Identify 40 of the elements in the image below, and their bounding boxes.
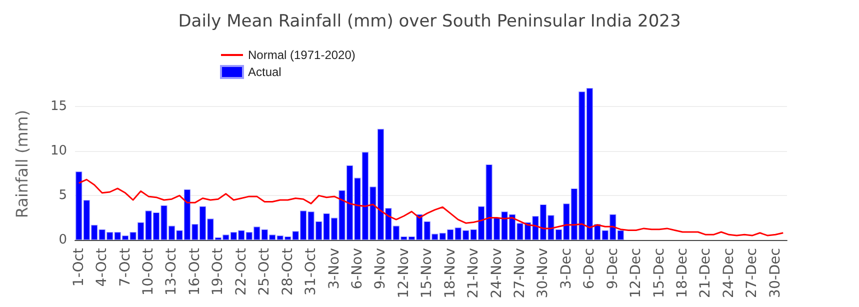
x-tick-label: 31-Oct — [303, 247, 320, 296]
x-tick-label: 25-Oct — [256, 247, 273, 296]
x-tick-label: 24-Dec — [720, 248, 737, 298]
chart-title: Daily Mean Rainfall (mm) over South Peninsular India 2023 — [178, 12, 681, 32]
x-tick-label: 9-Dec — [604, 248, 621, 290]
x-tick-label: 12-Nov — [396, 248, 412, 298]
x-tick-label: 18-Nov — [442, 248, 458, 298]
x-tick-label: 21-Dec — [698, 248, 714, 298]
x-tick-label: 22-Oct — [233, 247, 250, 296]
legend-label: Actual — [248, 65, 282, 79]
x-tick-label: 27-Nov — [512, 248, 528, 298]
x-tick-label: 30-Dec — [767, 248, 784, 298]
y-axis-title: Rainfall (mm) — [12, 110, 32, 218]
x-tick-label: 3-Dec — [558, 248, 574, 290]
legend-label: Normal (1971-2020) — [248, 48, 356, 62]
x-tick-label: 12-Dec — [628, 248, 644, 298]
x-tick-label: 13-Oct — [164, 247, 180, 296]
x-tick-label: 19-Oct — [210, 247, 226, 296]
x-tick-label: 24-Nov — [488, 248, 505, 298]
x-tick-label: 15-Nov — [419, 248, 436, 298]
line-series — [78, 178, 784, 236]
x-tick-label: 27-Dec — [744, 248, 760, 298]
x-tick-label: 3-Nov — [326, 248, 342, 290]
x-tick-label: 6-Dec — [582, 248, 598, 290]
x-tick-label: 1-Oct — [70, 247, 87, 287]
x-tick-label: 9-Nov — [372, 248, 389, 290]
x-tick-label: 15-Dec — [651, 248, 668, 298]
y-tick-label: 15 — [50, 99, 67, 114]
x-tick-label: 7-Oct — [117, 247, 134, 287]
y-tick-label: 0 — [58, 232, 67, 248]
y-tick-label: 10 — [50, 144, 67, 159]
x-tick-label: 28-Oct — [280, 247, 296, 296]
x-tick-label: 10-Oct — [140, 247, 157, 296]
x-tick-label: 6-Nov — [349, 248, 366, 290]
x-tick-label: 18-Dec — [674, 248, 691, 298]
x-tick-label: 30-Nov — [535, 248, 552, 298]
y-tick-label: 5 — [58, 188, 67, 204]
x-tick-label: 16-Oct — [186, 247, 203, 296]
x-tick-label: 4-Oct — [94, 247, 110, 287]
x-tick-label: 21-Nov — [466, 248, 482, 298]
